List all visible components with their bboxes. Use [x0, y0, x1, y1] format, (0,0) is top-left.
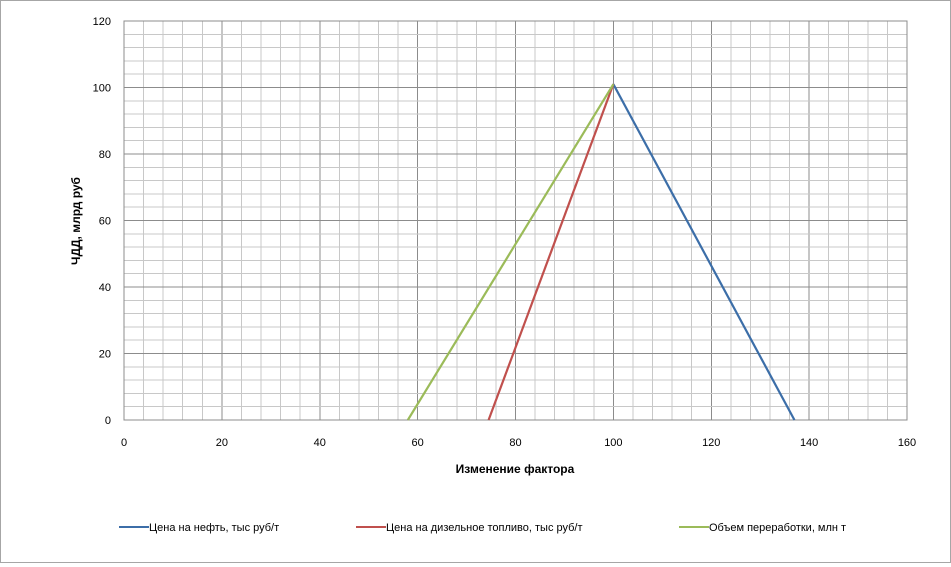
legend-item: Цена на нефть, тыс руб/т — [119, 522, 279, 534]
y-tick-label: 0 — [105, 415, 111, 427]
x-tick-label: 0 — [121, 437, 127, 449]
x-tick-label: 160 — [898, 437, 916, 449]
y-tick-label: 100 — [93, 83, 111, 95]
series-line-2 — [487, 83, 615, 421]
y-tick-label: 60 — [99, 216, 111, 228]
x-tick-label: 100 — [604, 437, 622, 449]
y-tick-label: 120 — [93, 16, 111, 28]
grid — [123, 20, 908, 421]
legend-label: Цена на дизельное топливо, тыс руб/т — [386, 522, 583, 534]
x-tick-label: 140 — [800, 437, 818, 449]
y-axis-title: ЧДД, млрд руб — [69, 177, 83, 265]
x-tick-label: 80 — [509, 437, 521, 449]
x-tick-label: 120 — [702, 437, 720, 449]
y-tick-label: 20 — [99, 349, 111, 361]
legend-label: Объем переработки, млн т — [709, 522, 846, 534]
x-axis-title: Изменение фактора — [456, 462, 575, 476]
legend-item: Цена на дизельное топливо, тыс руб/т — [356, 522, 583, 534]
plot-border — [123, 20, 908, 421]
y-tick-label: 80 — [99, 149, 111, 161]
y-tick-label: 40 — [99, 282, 111, 294]
x-tick-label: 20 — [216, 437, 228, 449]
tick-labels: 0 20 40 60 80 100 120 140 160 0 20 40 60 80 100 120 — [93, 16, 917, 449]
series-line-3 — [406, 83, 615, 421]
legend: Цена на нефть, тыс руб/т Цена на дизельно… — [119, 522, 846, 534]
legend-item: Объем переработки, млн т — [679, 522, 846, 534]
series-lines — [406, 83, 796, 421]
legend-label: Цена на нефть, тыс руб/т — [149, 522, 279, 534]
axes — [123, 20, 908, 421]
x-tick-label: 40 — [314, 437, 326, 449]
x-tick-label: 60 — [412, 437, 424, 449]
series-line-1 — [612, 83, 796, 421]
